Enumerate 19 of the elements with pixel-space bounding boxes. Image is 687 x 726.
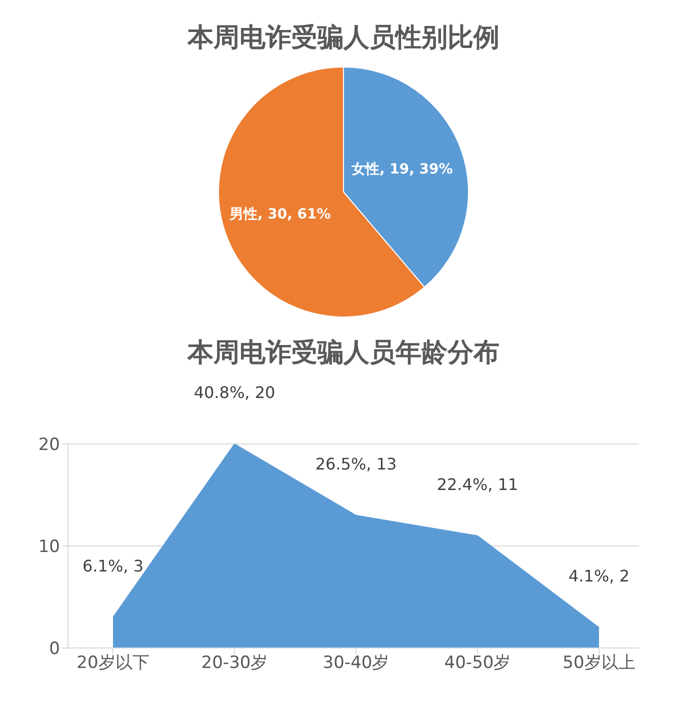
data-label: 4.1%, 2 — [568, 566, 630, 586]
data-label: 26.5%, 13 — [315, 454, 397, 474]
data-label: 40.8%, 20 — [194, 383, 276, 402]
x-tick-label: 20-30岁 — [201, 653, 268, 674]
y-tick-label: 10 — [38, 537, 60, 558]
chart-title: 本周电诈受骗人员年龄分布 — [186, 337, 500, 370]
chart-title: 本周电诈受骗人员性别比例 — [186, 22, 500, 55]
y-tick-label: 0 — [49, 639, 60, 660]
slice-label: 男性 — [228, 206, 258, 222]
x-tick-label: 40-50岁 — [444, 653, 511, 674]
slice-label: 女性 — [350, 162, 380, 178]
data-label: , 30, 61% — [257, 206, 331, 222]
data-label: , 19, 39% — [379, 162, 453, 178]
data-label: 6.1%, 3 — [82, 556, 144, 576]
x-tick-label: 30-40岁 — [322, 653, 390, 674]
x-tick-label: 20岁以下 — [76, 653, 150, 674]
y-tick-label: 20 — [38, 435, 60, 456]
data-label: 22.4%, 11 — [436, 474, 518, 494]
x-tick-label: 50岁以上 — [562, 653, 636, 674]
